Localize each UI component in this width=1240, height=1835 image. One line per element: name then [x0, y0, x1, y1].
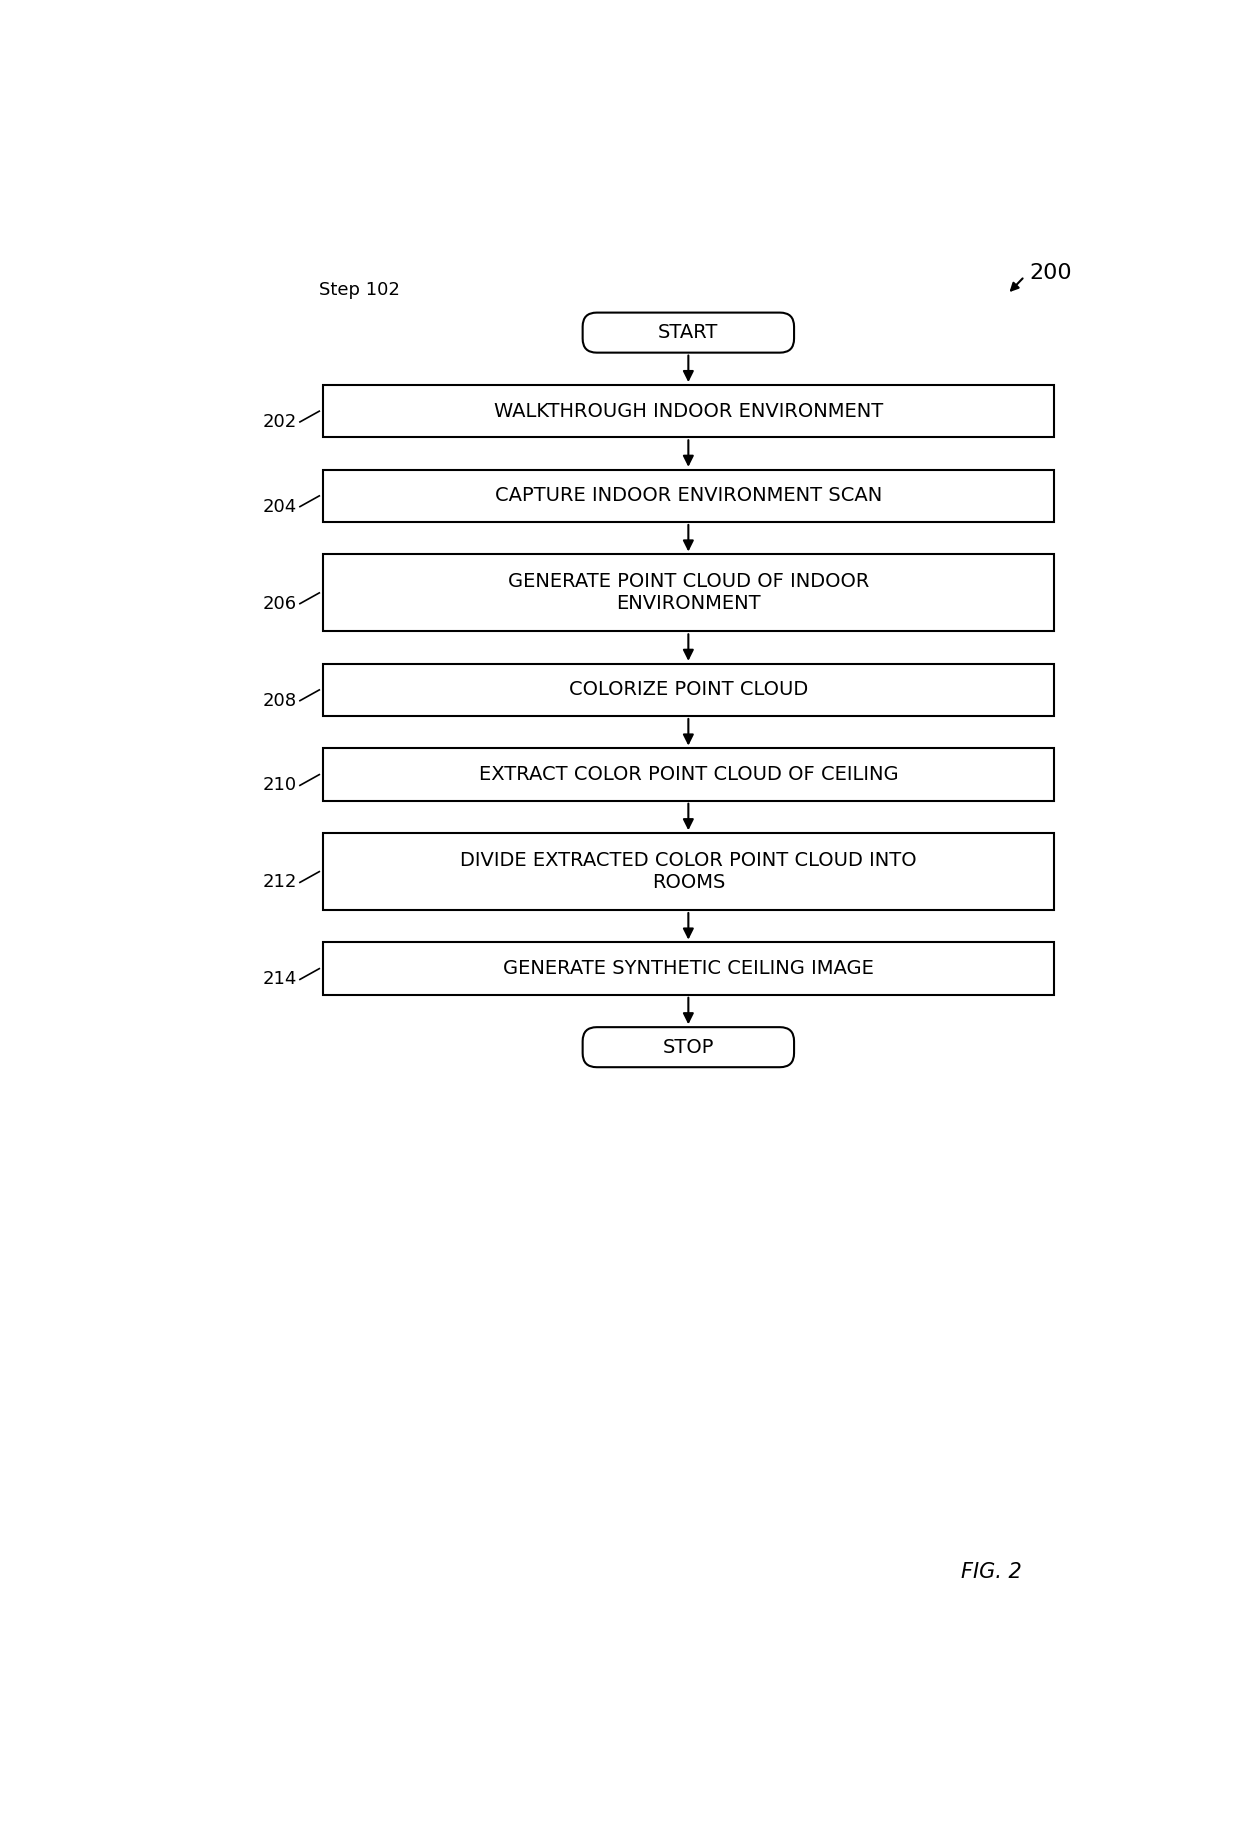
- Text: Step 102: Step 102: [320, 281, 401, 299]
- Text: WALKTHROUGH INDOOR ENVIRONMENT: WALKTHROUGH INDOOR ENVIRONMENT: [494, 402, 883, 420]
- FancyBboxPatch shape: [324, 470, 1054, 521]
- FancyBboxPatch shape: [324, 749, 1054, 800]
- Text: 204: 204: [263, 497, 296, 516]
- Text: COLORIZE POINT CLOUD: COLORIZE POINT CLOUD: [569, 681, 808, 699]
- Text: 212: 212: [263, 873, 296, 892]
- Text: STOP: STOP: [662, 1037, 714, 1057]
- FancyBboxPatch shape: [324, 664, 1054, 716]
- Text: DIVIDE EXTRACTED COLOR POINT CLOUD INTO
ROOMS: DIVIDE EXTRACTED COLOR POINT CLOUD INTO …: [460, 851, 916, 892]
- Text: 200: 200: [1029, 262, 1071, 283]
- Text: 208: 208: [263, 692, 296, 710]
- FancyBboxPatch shape: [324, 943, 1054, 995]
- Text: 210: 210: [263, 776, 296, 795]
- FancyBboxPatch shape: [324, 554, 1054, 631]
- Text: GENERATE SYNTHETIC CEILING IMAGE: GENERATE SYNTHETIC CEILING IMAGE: [503, 960, 874, 978]
- FancyBboxPatch shape: [324, 833, 1054, 910]
- Text: GENERATE POINT CLOUD OF INDOOR
ENVIRONMENT: GENERATE POINT CLOUD OF INDOOR ENVIRONME…: [507, 573, 869, 613]
- Text: FIG. 2: FIG. 2: [961, 1562, 1022, 1582]
- FancyBboxPatch shape: [583, 1028, 794, 1068]
- Text: EXTRACT COLOR POINT CLOUD OF CEILING: EXTRACT COLOR POINT CLOUD OF CEILING: [479, 765, 898, 784]
- FancyBboxPatch shape: [324, 385, 1054, 437]
- Text: 214: 214: [263, 971, 296, 989]
- Text: CAPTURE INDOOR ENVIRONMENT SCAN: CAPTURE INDOOR ENVIRONMENT SCAN: [495, 486, 882, 505]
- FancyBboxPatch shape: [583, 312, 794, 352]
- Text: 206: 206: [263, 595, 296, 613]
- Text: START: START: [658, 323, 718, 341]
- Text: 202: 202: [263, 413, 296, 431]
